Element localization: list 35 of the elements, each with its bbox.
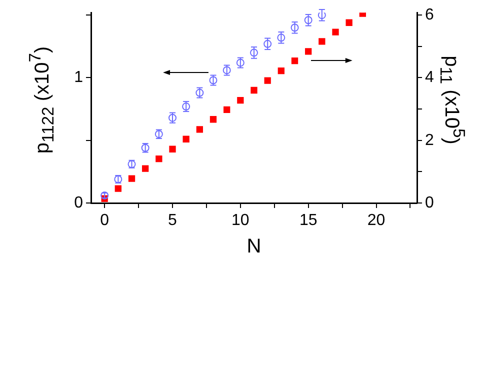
x-tick-label: 15 xyxy=(299,212,318,230)
y2-tick-label: 4 xyxy=(425,69,434,86)
y2-tick-label: 6 xyxy=(425,6,434,24)
point xyxy=(291,58,298,64)
point xyxy=(169,146,176,152)
x-tick-label: 0 xyxy=(100,212,110,230)
point xyxy=(318,38,326,45)
point xyxy=(304,16,312,24)
point xyxy=(264,77,271,84)
point xyxy=(210,116,217,123)
point xyxy=(156,156,162,162)
y2-tick-label: 0 xyxy=(425,194,434,212)
point xyxy=(182,136,190,142)
point xyxy=(128,175,136,182)
point xyxy=(318,12,326,20)
y-tick-label: 1 xyxy=(74,69,84,86)
point xyxy=(277,34,286,42)
point xyxy=(332,28,339,36)
point xyxy=(237,96,244,104)
y2-tick-label: 2 xyxy=(425,132,434,149)
point xyxy=(278,68,284,74)
point xyxy=(196,126,203,133)
x-axis-title: N xyxy=(246,236,262,258)
point xyxy=(142,165,149,172)
point xyxy=(114,185,122,192)
point xyxy=(290,24,299,32)
x-tick-label: 10 xyxy=(232,212,250,230)
point xyxy=(224,106,230,114)
point xyxy=(346,19,352,26)
point xyxy=(250,86,258,94)
point xyxy=(264,40,272,48)
point xyxy=(305,48,312,55)
x-tick-label: 5 xyxy=(168,212,178,230)
point xyxy=(250,48,258,57)
x-tick-label: 20 xyxy=(367,212,386,230)
